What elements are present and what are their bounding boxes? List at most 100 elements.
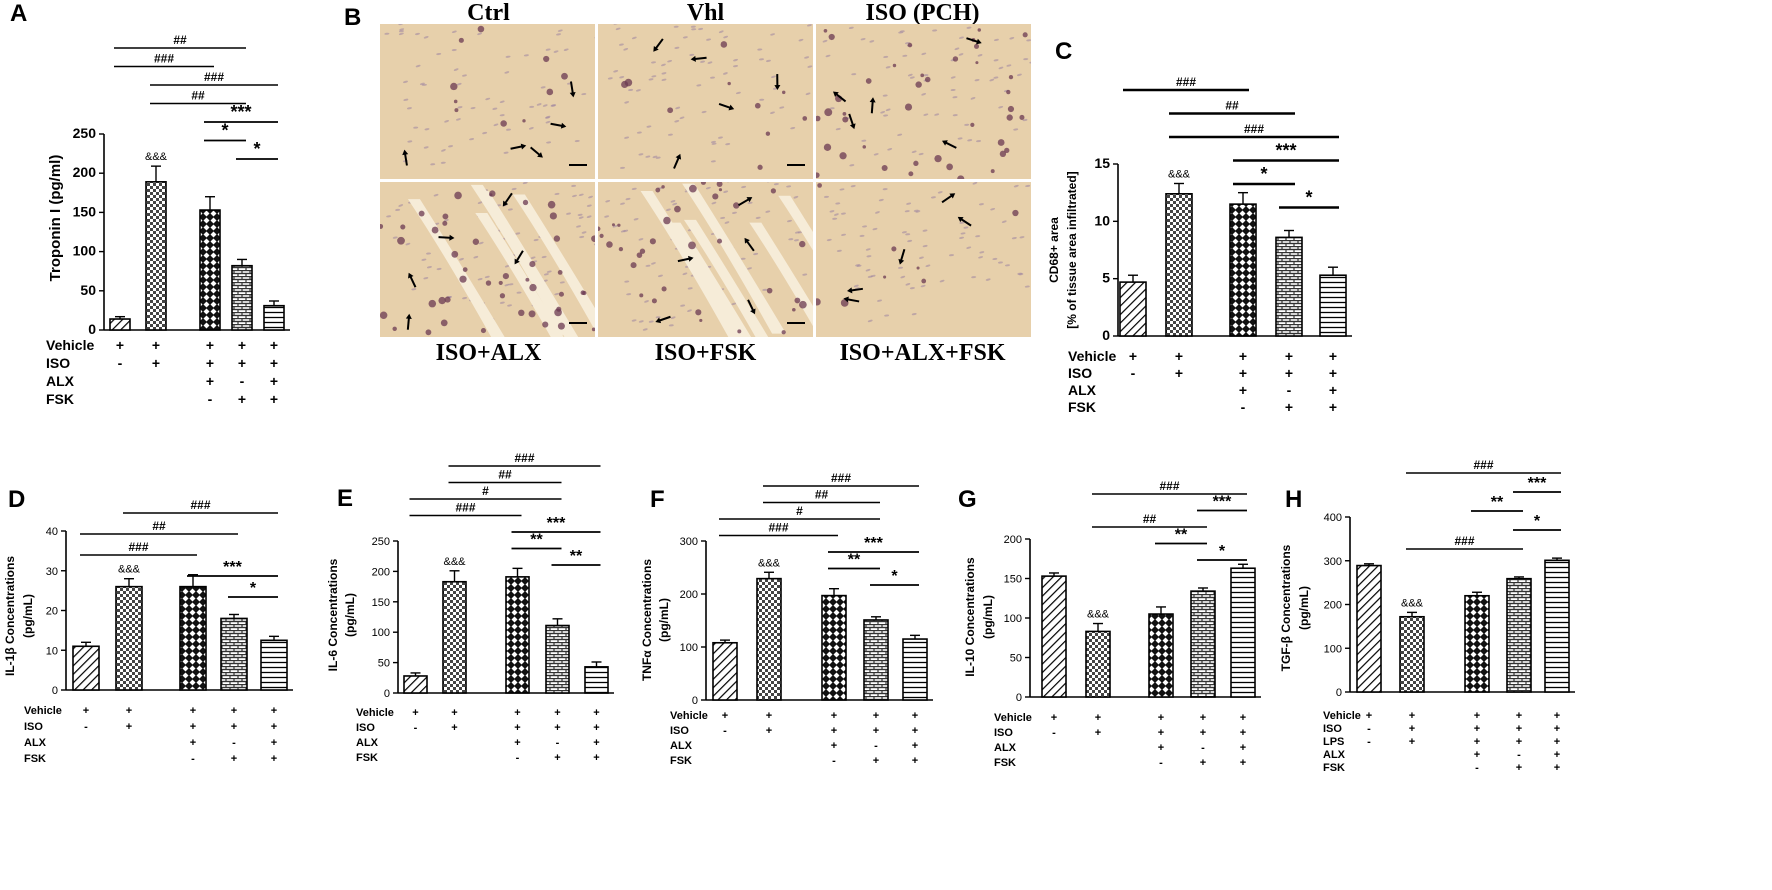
- treatment-label: ISO: [994, 727, 1013, 739]
- treatment-sign: +: [83, 705, 89, 717]
- treatment-sign: -: [240, 373, 245, 389]
- y-tick-label: 100: [372, 627, 390, 639]
- bar: [1399, 615, 1425, 693]
- treatment-sign: -: [208, 391, 213, 407]
- treatment-sign: -: [414, 722, 418, 734]
- treatment-sign: +: [270, 391, 278, 407]
- y-tick-label: 15: [1094, 155, 1110, 171]
- y-tick-label: 40: [46, 526, 58, 538]
- y-axis-label-2: (pg/mL): [343, 593, 357, 637]
- treatment-sign: +: [1175, 348, 1183, 364]
- significance-label: ###: [1454, 534, 1474, 548]
- significance-label: *: [250, 580, 257, 597]
- bar: [1229, 203, 1257, 337]
- treatment-label: Vehicle: [994, 712, 1032, 724]
- y-tick-label: 250: [73, 125, 97, 141]
- treatment-sign: +: [1158, 727, 1164, 739]
- treatment-label: Vehicle: [24, 705, 62, 717]
- treatment-label: FSK: [1323, 762, 1345, 774]
- micro-title-iso-alx: ISO+ALX: [435, 340, 542, 366]
- treatment-label: ALX: [670, 740, 693, 752]
- bar: [1119, 281, 1147, 337]
- y-tick-label: 0: [1336, 687, 1342, 699]
- y-axis-label: IL-6 Concentrations: [326, 558, 340, 671]
- treatment-sign: +: [190, 705, 196, 717]
- micrograph-grid: [380, 24, 1032, 338]
- micro-title-ctrl: Ctrl: [467, 0, 510, 26]
- chart-c: 0 5 10 15 CD68+ area [% of tissue area infilt…: [1047, 75, 1352, 415]
- treatment-sign: +: [912, 725, 918, 737]
- treatment-sign: -: [1159, 757, 1163, 769]
- treatment-sign: -: [1201, 742, 1205, 754]
- treatment-sign: +: [1240, 757, 1246, 769]
- treatment-sign: -: [1131, 365, 1136, 381]
- bar: [145, 181, 167, 331]
- y-axis-label: TGF-β Concentrations: [1279, 544, 1293, 671]
- treatment-sign: +: [1239, 348, 1247, 364]
- bar: [115, 585, 143, 691]
- significance-label: ***: [1213, 494, 1232, 511]
- treatment-sign: +: [1240, 727, 1246, 739]
- y-axis-label-2: (pg/mL): [21, 594, 35, 638]
- treatment-sign: +: [1285, 399, 1293, 415]
- bar: [505, 576, 530, 694]
- treatment-label: ALX: [24, 737, 47, 749]
- y-tick-label: 0: [1102, 327, 1110, 343]
- bar: [1356, 564, 1382, 693]
- y-tick-label: 20: [46, 606, 58, 618]
- chart-d: 0 10 20 30 40 IL-1β Concentrations (pg/mL) &&& V…: [3, 498, 293, 765]
- significance-label: ***: [864, 535, 883, 552]
- significance-label: ##: [152, 519, 166, 533]
- treatment-sign: +: [1516, 723, 1522, 735]
- treatment-sign: +: [1239, 365, 1247, 381]
- treatment-sign: -: [1367, 736, 1371, 748]
- treatment-sign: +: [1239, 382, 1247, 398]
- treatment-sign: +: [1129, 348, 1137, 364]
- significance-label: ###: [1244, 122, 1264, 136]
- y-tick-label: 150: [73, 203, 97, 219]
- panel-label-c: C: [1055, 38, 1073, 65]
- micrograph-3: [816, 24, 1031, 179]
- panel-label-h: H: [1285, 486, 1303, 513]
- y-tick-label: 10: [46, 645, 58, 657]
- micrograph-1: [380, 24, 595, 179]
- significance-label: ###: [1159, 479, 1179, 493]
- treatment-label: ISO: [670, 725, 689, 737]
- treatment-sign: +: [126, 705, 132, 717]
- treatment-sign: +: [1474, 710, 1480, 722]
- bar: [72, 645, 100, 691]
- bar: [902, 638, 928, 701]
- treatment-sign: +: [152, 355, 160, 371]
- treatment-sign: +: [593, 752, 599, 764]
- y-tick-label: 50: [378, 658, 390, 670]
- treatment-label: ISO: [24, 721, 43, 733]
- treatment-sign: +: [1554, 749, 1560, 761]
- bar: [179, 585, 207, 691]
- treatment-sign: +: [271, 737, 277, 749]
- treatment-sign: +: [206, 337, 214, 353]
- bar: [1319, 274, 1347, 337]
- significance-label: #: [482, 484, 489, 498]
- treatment-sign: +: [412, 707, 418, 719]
- treatment-sign: +: [873, 725, 879, 737]
- y-tick-label: 0: [384, 688, 390, 700]
- treatment-sign: +: [1175, 365, 1183, 381]
- treatment-sign: +: [271, 753, 277, 765]
- treatment-label: LPS: [1323, 736, 1344, 748]
- significance-label: *: [221, 121, 228, 141]
- micrograph-5: [598, 182, 813, 337]
- treatment-sign: -: [232, 737, 236, 749]
- significance-flag: &&&: [758, 557, 781, 569]
- treatment-sign: -: [516, 752, 520, 764]
- y-tick-label: 300: [680, 536, 698, 548]
- treatment-sign: +: [831, 725, 837, 737]
- treatment-sign: +: [1409, 723, 1415, 735]
- bar: [403, 675, 428, 694]
- y-tick-label: 200: [1004, 534, 1022, 546]
- significance-label: ##: [1225, 99, 1239, 113]
- significance-label: **: [1491, 494, 1504, 511]
- treatment-sign: +: [722, 710, 728, 722]
- treatment-sign: -: [874, 740, 878, 752]
- significance-label: ###: [1473, 458, 1493, 472]
- micro-title-iso-fsk: ISO+FSK: [654, 340, 757, 366]
